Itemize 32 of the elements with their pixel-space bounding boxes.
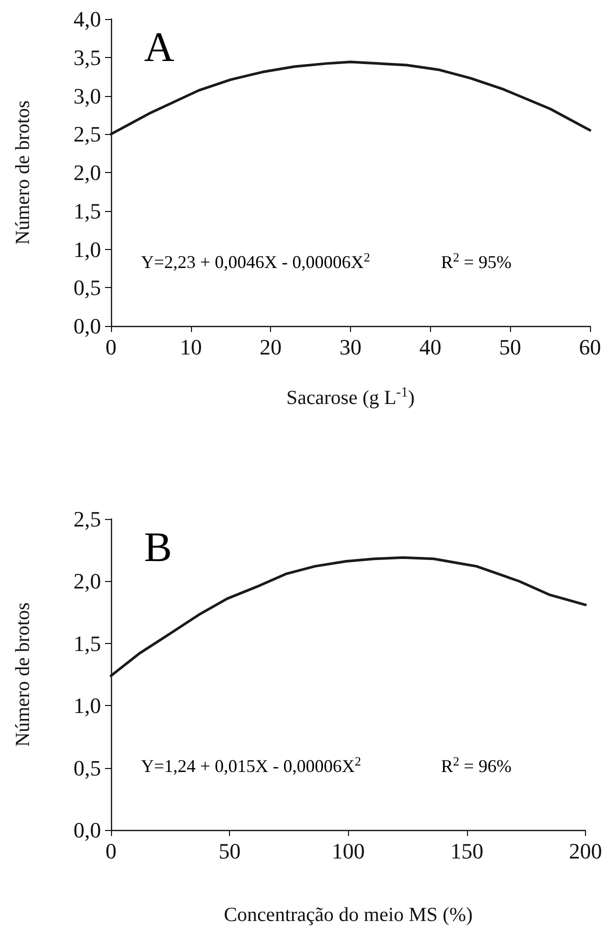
y-tick-label: 1,0 [74,693,101,718]
y-tick-label: 1,5 [74,630,101,656]
y-tick-label: 3,0 [74,83,101,108]
x-tick-label: 200 [569,838,602,864]
x-tick-label: 20 [260,334,282,360]
annotation: B [144,525,172,571]
y-tick-label: 0,5 [74,275,101,300]
y-tick-label: 2,0 [74,160,101,185]
x-tick-label: 60 [579,334,601,360]
x-tick-label: 0 [106,838,116,864]
y-tick-label: 2,0 [74,568,101,594]
y-axis-title: Número de brotos [12,100,34,245]
x-tick-label: 10 [180,334,202,360]
y-tick-label: 0,0 [74,818,101,842]
x-tick-label: 0 [106,334,116,360]
x-tick-label: 100 [332,838,365,864]
y-tick-label: 0,0 [74,314,101,338]
x-tick-label: 50 [499,334,522,360]
x-tick-label: 150 [450,838,484,864]
y-tick-label: 0,5 [74,755,101,780]
y-tick-label: 1,0 [74,236,101,262]
y-tick-label: 3,5 [74,44,101,70]
annotation: A [144,25,175,71]
x-tick-label: 30 [340,334,362,360]
y-axis-title: Número de brotos [12,602,34,747]
y-tick-label: 2,5 [74,122,101,147]
x-tick-label: 40 [419,334,442,360]
x-axis-title: Concentração do meio MS (%) [224,904,473,926]
y-tick-label: 1,5 [74,198,101,224]
y-tick-label: 2,5 [74,506,101,532]
x-tick-label: 50 [218,838,241,864]
y-tick-label: 4,0 [74,6,101,32]
